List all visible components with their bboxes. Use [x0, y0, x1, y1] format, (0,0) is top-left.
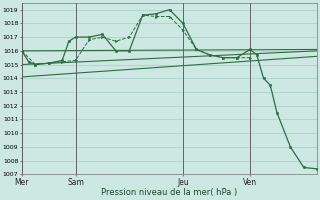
X-axis label: Pression niveau de la mer( hPa ): Pression niveau de la mer( hPa ) — [101, 188, 238, 197]
